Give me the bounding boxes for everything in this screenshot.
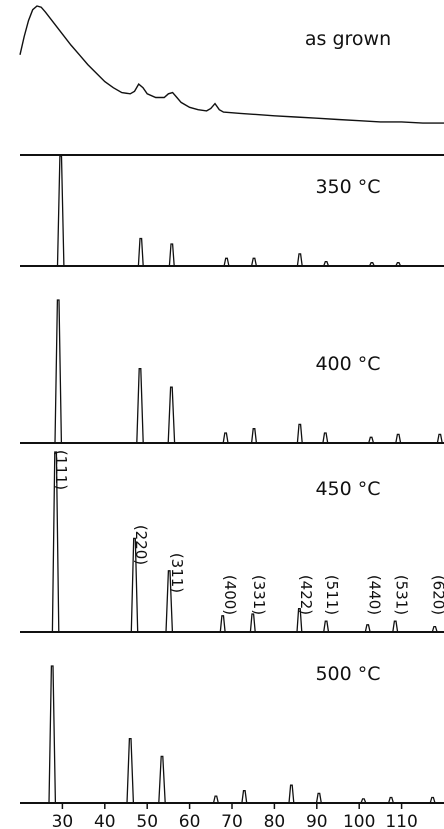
peak-4-7 [360, 798, 367, 804]
peak-4-2 [158, 755, 166, 804]
peak-3-2 [165, 570, 174, 633]
x-tick-label-110: 110 [385, 812, 417, 829]
peak-2-0 [54, 299, 63, 444]
hkl-label-9: (620) [429, 575, 444, 615]
hkl-label-4: (331) [250, 575, 268, 615]
x-tick-label-50: 50 [136, 812, 158, 829]
peak-3-3 [219, 615, 226, 633]
peak-3-1 [130, 537, 139, 633]
x-tick-label-100: 100 [343, 812, 375, 829]
hkl-label-7: (440) [365, 575, 383, 615]
hkl-label-0: (111) [52, 450, 70, 490]
x-tick-label-70: 70 [221, 812, 243, 829]
hkl-label-1: (220) [132, 525, 150, 565]
peak-2-7 [368, 436, 375, 444]
hkl-label-3: (400) [221, 575, 239, 615]
peak-2-5 [296, 423, 303, 444]
peak-3-9 [431, 625, 438, 633]
peak-1-1 [137, 237, 144, 267]
panel-label-500: 500 °C [315, 663, 380, 685]
x-tick-label-80: 80 [264, 812, 286, 829]
peak-3-5 [296, 607, 303, 633]
peak-4-8 [387, 796, 395, 804]
peak-1-5 [296, 253, 303, 267]
panel-label-400: 400 °C [315, 353, 380, 375]
peak-2-4 [250, 428, 258, 444]
peak-1-7 [368, 262, 375, 267]
peak-2-3 [222, 432, 229, 444]
x-tick-label-30: 30 [52, 812, 74, 829]
peak-3-7 [364, 624, 371, 633]
peak-4-0 [48, 665, 57, 804]
panel-label-450: 450 °C [315, 478, 380, 500]
peak-2-9 [436, 433, 443, 444]
peak-1-6 [323, 260, 330, 267]
x-tick-label-60: 60 [179, 812, 201, 829]
peak-1-8 [395, 262, 402, 267]
hkl-label-8: (531) [393, 575, 411, 615]
x-tick-label-90: 90 [306, 812, 328, 829]
peak-1-3 [223, 257, 230, 267]
panel-label-350: 350 °C [315, 176, 380, 198]
peak-4-6 [315, 792, 322, 804]
peak-2-1 [136, 367, 144, 444]
hkl-label-5: (422) [297, 575, 315, 615]
peak-4-1 [126, 737, 135, 804]
peak-4-9 [429, 796, 436, 804]
peak-3-4 [249, 613, 256, 633]
peak-2-2 [167, 386, 176, 444]
peak-4-5 [288, 784, 295, 804]
peak-3-6 [323, 620, 330, 633]
hkl-label-6: (511) [323, 575, 341, 615]
hkl-label-2: (311) [168, 553, 186, 593]
pattern-trace-as-grown [19, 5, 444, 124]
peak-1-4 [250, 257, 258, 267]
panel-label-as-grown: as grown [305, 28, 391, 50]
peak-4-3 [212, 795, 219, 804]
peak-2-8 [395, 433, 402, 444]
peak-3-0 [51, 451, 60, 633]
peak-1-2 [168, 243, 175, 267]
peak-4-4 [241, 790, 248, 804]
peak-2-6 [322, 432, 329, 444]
x-tick-label-40: 40 [94, 812, 116, 829]
peak-3-8 [392, 620, 399, 633]
peak-1-0 [56, 155, 65, 267]
